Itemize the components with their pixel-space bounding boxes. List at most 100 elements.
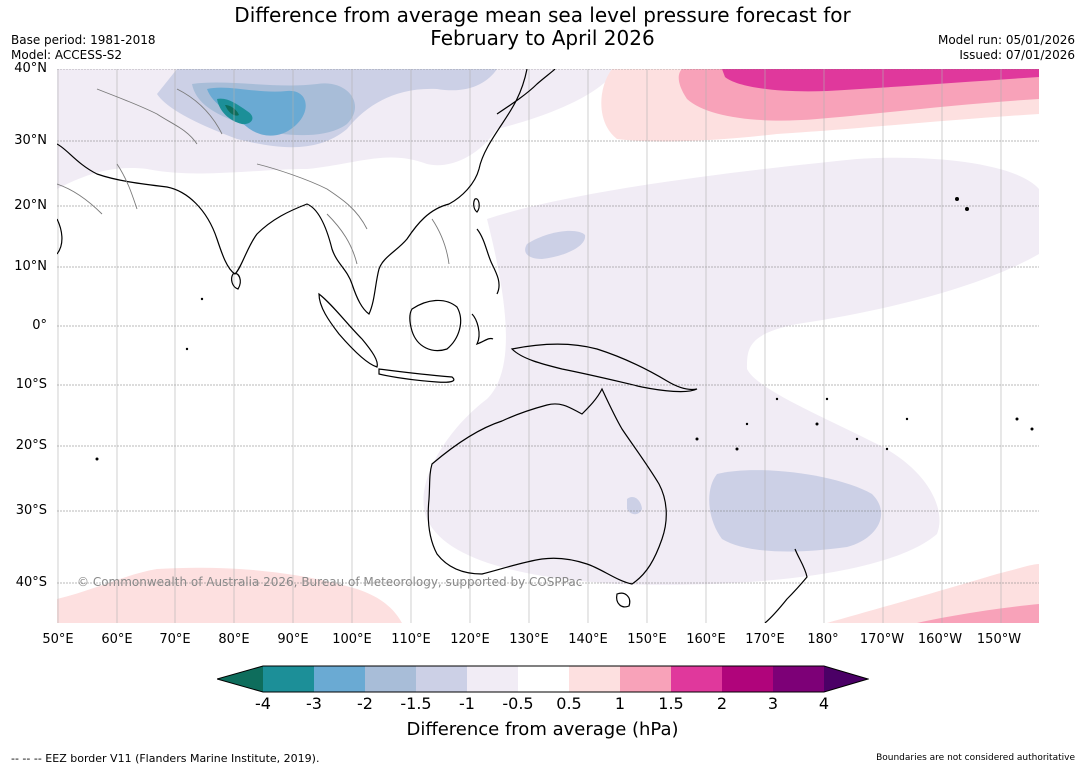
colorbar-tick: 1.5 (658, 694, 684, 713)
coastline-borneo (409, 299, 462, 352)
island (855, 437, 859, 441)
coastline-sulawesi (471, 313, 494, 346)
colorbar-tick: 3 (767, 694, 779, 713)
coastline-tasmania (616, 592, 631, 608)
colorbar-swatch (722, 666, 773, 692)
lon-label-160w: 160°W (917, 632, 963, 647)
colorbar-swatch (773, 666, 824, 692)
lat-label-30s: 30°S (15, 503, 47, 518)
colorbar-tick: 2 (716, 694, 728, 713)
colorbar-swatch (263, 666, 314, 692)
lat-label-10n: 10°N (14, 259, 47, 274)
lon-label-150w: 150°W (976, 632, 1022, 647)
map-title: Difference from average mean sea level p… (0, 4, 1085, 50)
island (775, 397, 779, 401)
anomaly-region-m15-m1-philippines (525, 230, 586, 259)
lon-label-120e: 120°E (450, 632, 490, 647)
lat-label-40s: 40°S (15, 575, 47, 590)
island (95, 457, 99, 461)
model-name: Model: ACCESS-S2 (11, 48, 123, 62)
pressure-anomaly-map (57, 69, 1039, 623)
border-segment (326, 213, 358, 265)
colorbar-tick: 4 (818, 694, 830, 713)
lon-label-50e: 50°E (42, 632, 74, 647)
border-segment (116, 163, 138, 210)
lon-label-100e: 100°E (332, 632, 372, 647)
anomaly-region-p05-1-se (827, 564, 1039, 623)
island (825, 397, 829, 401)
lat-label-10s: 10°S (15, 377, 47, 392)
lon-label-90e: 90°E (277, 632, 309, 647)
anomaly-region-p05-1-sw (57, 567, 402, 623)
boundary-disclaimer: Boundaries are not considered authoritat… (876, 753, 1075, 763)
issued-date: Issued: 07/01/2026 (959, 48, 1075, 62)
colorbar (217, 665, 869, 693)
border-segment (57, 183, 103, 215)
lon-label-180: 180° (807, 632, 839, 647)
eez-legend: -- -- -- EEZ border V11 (Flanders Marine… (11, 752, 320, 765)
lon-label-110e: 110°E (391, 632, 431, 647)
colorbar-tick: -0.5 (502, 694, 534, 713)
coastline-arabia (57, 218, 63, 255)
colorbar-swatch (416, 666, 467, 692)
anomaly-region-m15-m1-coral (627, 497, 642, 515)
country-borders (57, 88, 450, 265)
colorbar-upper-extend (824, 666, 868, 692)
coastline-philippines (476, 228, 500, 295)
lon-label-70e: 70°E (159, 632, 191, 647)
coastline-asia-mainland (57, 69, 528, 315)
lon-label-80e: 80°E (218, 632, 250, 647)
coastline-japan (496, 69, 556, 115)
lon-label-130e: 130°E (509, 632, 549, 647)
colorbar-outline (217, 665, 869, 693)
lat-label-20s: 20°S (15, 438, 47, 453)
island (200, 297, 204, 301)
anomaly-region-m1-m05-pacific (423, 157, 1039, 585)
lat-label-40n: 40°N (14, 61, 47, 76)
island (1030, 427, 1034, 431)
island (885, 447, 889, 451)
lat-label-0: 0° (32, 318, 47, 333)
base-period: Base period: 1981-2018 (11, 33, 156, 47)
colorbar-tick: 1 (614, 694, 626, 713)
island (695, 437, 699, 441)
colorbar-tick: -2 (357, 694, 373, 713)
anomaly-region-p15-2-npacific (722, 69, 1039, 92)
island (185, 347, 189, 351)
colorbar-tick: -1 (459, 694, 475, 713)
lon-label-150e: 150°E (627, 632, 667, 647)
island (905, 417, 909, 421)
island (1015, 417, 1019, 421)
island (815, 422, 819, 426)
coastline-taiwan (473, 198, 480, 213)
colorbar-swatch (620, 666, 671, 692)
colorbar-swatch (314, 666, 365, 692)
coastline-new-guinea (510, 343, 698, 393)
colorbar-lower-extend (217, 666, 263, 692)
lon-label-60e: 60°E (101, 632, 133, 647)
island (955, 197, 959, 201)
border-segment (256, 163, 368, 230)
colorbar-swatch (365, 666, 416, 692)
lat-label-30n: 30°N (14, 133, 47, 148)
border-segment (96, 88, 198, 145)
colorbar-swatch (569, 666, 620, 692)
coastline-sumatra (318, 292, 378, 368)
coastline-java (378, 368, 455, 383)
coastline-new-zealand (764, 548, 808, 623)
colorbar-tick: -4 (255, 694, 271, 713)
anomaly-region-m3-m2-tibet (207, 87, 306, 136)
island (745, 422, 749, 426)
anomaly-region-p1-15-se (917, 604, 1039, 623)
island-markers (95, 197, 1034, 461)
coastline-sri-lanka (231, 272, 241, 290)
colorbar-swatch (518, 666, 569, 692)
colorbar-title: Difference from average (hPa) (406, 719, 679, 740)
island (965, 207, 969, 211)
lon-label-140e: 140°E (568, 632, 608, 647)
colorbar-swatch (467, 666, 518, 692)
meta-right: Model run: 05/01/2026 Issued: 07/01/2026 (938, 33, 1075, 63)
border-segment (176, 88, 223, 135)
colorbar-tick: -3 (306, 694, 322, 713)
lon-label-170e: 170°E (745, 632, 785, 647)
